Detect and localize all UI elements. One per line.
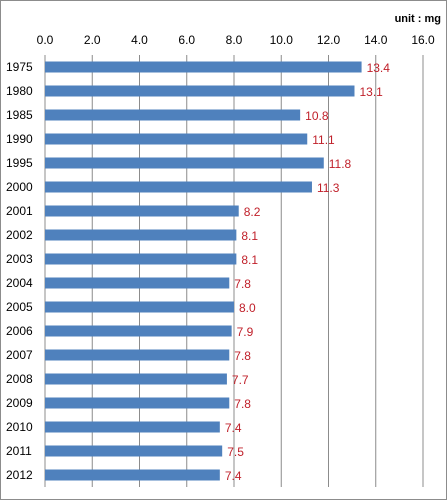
- bar: [45, 229, 237, 241]
- category-label: 1990: [6, 132, 33, 146]
- category-label: 2001: [6, 204, 33, 218]
- x-tick-label: 10.0: [270, 33, 294, 47]
- x-tick-label: 12.0: [317, 33, 341, 47]
- category-label: 1985: [6, 108, 33, 122]
- data-label: 8.1: [241, 229, 258, 243]
- category-label: 2012: [6, 468, 33, 482]
- bar: [45, 469, 220, 481]
- category-label: 1975: [6, 60, 33, 74]
- x-tick-label: 16.0: [411, 33, 435, 47]
- category-label: 2006: [6, 324, 33, 338]
- category-label: 2002: [6, 228, 33, 242]
- category-label: 2011: [6, 444, 32, 458]
- data-labels: 13.4 13.1 10.8 11.1 11.8 11.3 8.2 8.1 8.1 7.8 8.0 7…: [225, 61, 390, 483]
- category-label: 2007: [6, 348, 33, 362]
- category-label: 1995: [6, 156, 33, 170]
- bar: [45, 373, 227, 385]
- x-tick-label: 6.0: [178, 33, 195, 47]
- data-label: 11.1: [312, 133, 335, 147]
- data-label: 11.3: [317, 181, 340, 195]
- data-label: 7.4: [225, 469, 242, 483]
- bar: [45, 325, 232, 337]
- data-label: 8.1: [241, 253, 258, 267]
- data-label: 7.8: [234, 349, 251, 363]
- data-label: 11.8: [329, 157, 352, 171]
- bar: [45, 349, 230, 361]
- data-label: 7.7: [232, 373, 249, 387]
- category-label: 2010: [6, 420, 33, 434]
- data-label: 7.9: [237, 325, 254, 339]
- bar: [45, 157, 324, 169]
- bar: [45, 397, 230, 409]
- bar: [45, 133, 308, 145]
- unit-label: unit : mg: [395, 13, 441, 25]
- category-label: 2005: [6, 300, 33, 314]
- bar: [45, 109, 301, 121]
- bar: [45, 421, 220, 433]
- data-label: 8.0: [239, 301, 256, 315]
- bar: [45, 301, 234, 313]
- category-label: 2003: [6, 252, 33, 266]
- bar: [45, 85, 355, 97]
- x-tick-label: 4.0: [131, 33, 148, 47]
- bar: [45, 277, 230, 289]
- category-labels: 1975 1980 1985 1990 1995 2000 2001 2002 2003 2004…: [6, 60, 33, 482]
- category-label: 2000: [6, 180, 33, 194]
- data-label: 7.5: [227, 445, 244, 459]
- data-label: 13.4: [367, 61, 391, 75]
- bar: [45, 205, 239, 217]
- gridlines: [44, 55, 424, 487]
- x-tick-label: 0.0: [37, 33, 54, 47]
- data-label: 13.1: [359, 85, 383, 99]
- x-tick-label: 2.0: [84, 33, 101, 47]
- category-label: 2004: [6, 276, 33, 290]
- data-label: 7.8: [234, 277, 251, 291]
- data-label: 8.2: [244, 205, 261, 219]
- x-axis-ticks: 0.0 2.0 4.0 6.0 8.0 10.0 12.0 14.0 16.0: [37, 33, 435, 47]
- category-label: 2008: [6, 372, 33, 386]
- bar: [45, 61, 362, 73]
- category-label: 1980: [6, 84, 33, 98]
- x-tick-label: 14.0: [364, 33, 388, 47]
- x-tick-label: 8.0: [226, 33, 243, 47]
- data-label: 7.8: [234, 397, 251, 411]
- bar: [45, 253, 237, 265]
- bar: [45, 445, 223, 457]
- data-label: 7.4: [225, 421, 242, 435]
- category-label: 2009: [6, 396, 33, 410]
- bar: [45, 181, 312, 193]
- data-label: 10.8: [305, 109, 329, 123]
- bars: [45, 61, 362, 481]
